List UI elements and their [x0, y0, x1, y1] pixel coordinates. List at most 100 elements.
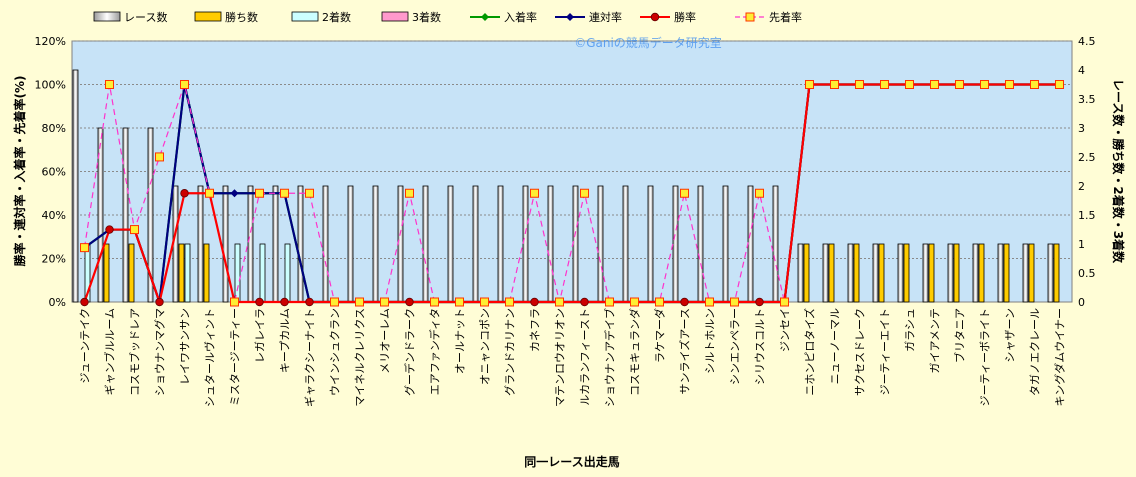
legend-marker — [481, 13, 489, 21]
marker-先着率 — [480, 297, 489, 307]
bar-レース数 — [747, 185, 754, 303]
marker-先着率 — [780, 297, 789, 307]
y-left-tick-label: 0% — [49, 296, 66, 309]
bar-勝ち数 — [128, 243, 135, 303]
bar-レース数 — [572, 185, 579, 303]
bar-レース数 — [822, 243, 829, 303]
marker-勝率 — [580, 297, 589, 307]
marker-先着率 — [830, 80, 839, 89]
bar-レース数 — [697, 185, 704, 303]
bar-勝ち数 — [1003, 243, 1010, 303]
category-label: シャザーン — [1004, 308, 1017, 362]
marker-先着率 — [305, 188, 314, 198]
bar-2着数 — [184, 243, 191, 303]
y-left-tick-label: 20% — [42, 253, 66, 266]
category-label: キープカルム — [279, 308, 292, 373]
marker-先着率 — [630, 297, 639, 307]
bar-勝ち数 — [103, 243, 110, 303]
legend-swatch — [194, 11, 222, 22]
bar-レース数 — [322, 185, 329, 303]
bar-勝ち数 — [878, 243, 885, 303]
marker-勝率 — [80, 297, 89, 307]
marker-先着率 — [405, 188, 414, 198]
category-label: シリウスコルト — [754, 308, 767, 385]
category-label: エアファンディタ — [428, 308, 442, 395]
category-label: ギャラクシーナイト — [304, 308, 317, 407]
marker-連対率 — [230, 189, 239, 198]
legend-label: 勝率 — [674, 10, 696, 24]
legend-label: 2着数 — [322, 10, 351, 24]
bar-勝ち数 — [928, 243, 935, 303]
marker-先着率 — [580, 188, 589, 198]
marker-勝率 — [155, 297, 164, 307]
y-right-tick-label: 0 — [1078, 296, 1085, 309]
y-right-tick-label: 4.5 — [1078, 35, 1096, 48]
y-right-tick-label: 3.5 — [1078, 93, 1096, 106]
marker-先着率 — [905, 80, 914, 89]
category-label: グランドカリナン — [503, 308, 517, 396]
marker-先着率 — [105, 80, 114, 89]
marker-先着率 — [455, 297, 464, 307]
y-left-tick-label: 120% — [35, 35, 66, 48]
category-label: メリオーレム — [379, 308, 392, 374]
category-label: ジーティーボライト — [979, 308, 992, 406]
bar-勝ち数 — [978, 243, 985, 303]
bar-勝ち数 — [853, 243, 860, 303]
legend-label: 先着率 — [769, 10, 802, 24]
bar-レース数 — [522, 185, 529, 303]
category-label: ギャンブルルーム — [103, 308, 117, 395]
marker-先着率 — [205, 188, 214, 198]
marker-勝率 — [680, 297, 689, 307]
bar-レース数 — [247, 185, 254, 303]
y-axis-right-title: レース数・勝ち数・2着数・3着数 — [1111, 79, 1126, 264]
marker-先着率 — [505, 297, 514, 307]
bar-勝ち数 — [178, 243, 185, 303]
marker-先着率 — [255, 188, 264, 198]
category-label: ニューノーマル — [829, 308, 842, 384]
y-left-tick-label: 40% — [42, 209, 66, 222]
bar-レース数 — [447, 185, 454, 303]
category-label: サクセスドレーク — [854, 308, 867, 396]
y-right-tick-label: 0.5 — [1078, 267, 1096, 280]
bar-レース数 — [472, 185, 479, 303]
y-right-tick-label: 4 — [1078, 64, 1085, 77]
watermark: ©Ganiの競馬データ研究室 — [574, 35, 722, 50]
marker-先着率 — [805, 80, 814, 89]
y-right-tick-label: 2.5 — [1078, 151, 1096, 164]
bar-レース数 — [97, 127, 104, 303]
bar-レース数 — [1022, 243, 1029, 303]
marker-勝率 — [280, 297, 289, 307]
bar-2着数 — [284, 243, 291, 303]
bar-2着数 — [259, 243, 266, 303]
marker-勝率 — [305, 297, 314, 307]
bar-レース数 — [772, 185, 779, 303]
marker-先着率 — [705, 297, 714, 307]
bar-レース数 — [1047, 243, 1054, 303]
bar-レース数 — [497, 185, 504, 303]
category-label: カネフラ — [529, 308, 542, 352]
line-勝率 — [83, 83, 1060, 306]
marker-先着率 — [380, 297, 389, 307]
category-label: ショウナンアデイブ — [603, 308, 617, 407]
bar-レース数 — [922, 243, 929, 303]
marker-先着率 — [930, 80, 939, 89]
marker-先着率 — [1030, 80, 1039, 89]
marker-勝率 — [405, 297, 414, 307]
category-label: コスモブッドレア — [128, 308, 142, 396]
bar-勝ち数 — [953, 243, 960, 303]
marker-先着率 — [730, 297, 739, 307]
category-label: マイネルクレリクス — [354, 308, 367, 407]
category-label: ニホンピロタイズ — [803, 308, 817, 396]
marker-先着率 — [955, 80, 964, 89]
marker-先着率 — [855, 80, 864, 89]
bar-レース数 — [872, 243, 879, 303]
category-label: キングダムウイナー — [1053, 308, 1067, 406]
y-left-tick-label: 100% — [35, 79, 66, 92]
bar-レース数 — [72, 69, 79, 303]
marker-先着率 — [530, 188, 539, 198]
y-right-tick-label: 1 — [1078, 238, 1085, 251]
legend-swatch — [93, 11, 121, 22]
category-label: ジーティーエイト — [879, 308, 892, 395]
x-axis-title: 同一レース出走馬 — [524, 454, 619, 469]
